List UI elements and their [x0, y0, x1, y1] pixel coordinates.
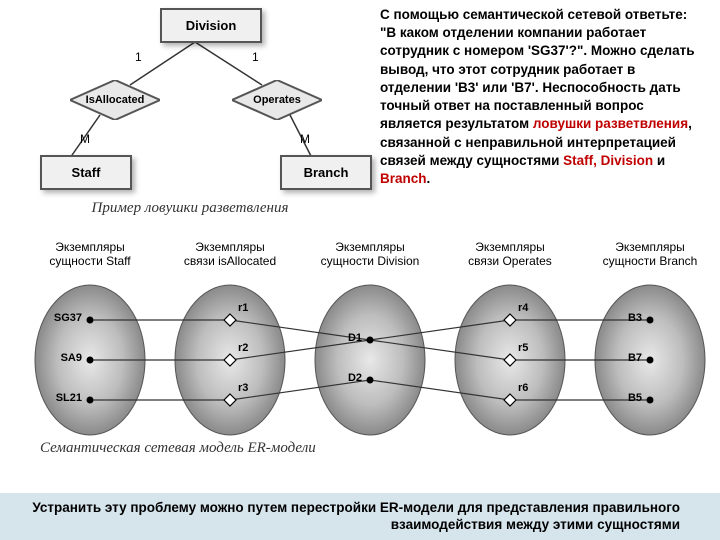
entity-division: Division: [160, 8, 262, 43]
entity-label: Staff: [72, 165, 101, 180]
relation-label: Operates: [253, 94, 301, 106]
er-diagram: Division Staff Branch IsAllocated Operat…: [0, 0, 380, 230]
node-label: D1: [322, 332, 362, 344]
column-header: Экземплярысущности Staff: [30, 240, 150, 269]
node-label: B5: [602, 392, 642, 404]
top-section: Division Staff Branch IsAllocated Operat…: [0, 0, 720, 230]
node-label: r2: [238, 342, 278, 354]
entity-label: Branch: [304, 165, 349, 180]
footer-note: Устранить эту проблему можно путем перес…: [0, 493, 720, 540]
column-header: Экземплярысвязи isAllocated: [170, 240, 290, 269]
node-label: r4: [518, 302, 558, 314]
node-label: B3: [602, 312, 642, 324]
node-label: r6: [518, 382, 558, 394]
column-header: Экземплярысвязи Operates: [450, 240, 570, 269]
node-label: SG37: [42, 312, 82, 324]
cardinality-1: 1: [252, 50, 259, 64]
column-header: Экземплярысущности Branch: [590, 240, 710, 269]
cardinality-m: M: [300, 132, 310, 146]
cardinality-1: 1: [135, 50, 142, 64]
node-label: SA9: [42, 352, 82, 364]
node-label: r3: [238, 382, 278, 394]
relation-isallocated: IsAllocated: [70, 80, 160, 120]
column-header: Экземплярысущности Division: [310, 240, 430, 269]
explanation-text: С помощью семантической сетевой ответьте…: [380, 0, 710, 230]
entity-label: Division: [186, 18, 237, 33]
relation-operates: Operates: [232, 80, 322, 120]
entity-branch: Branch: [280, 155, 372, 190]
node-label: r1: [238, 302, 278, 314]
semnet-caption: Семантическая сетевая модель ER-модели: [40, 440, 316, 457]
er-caption: Пример ловушки разветвления: [0, 200, 380, 217]
node-label: SL21: [42, 392, 82, 404]
cardinality-m: M: [80, 132, 90, 146]
node-label: D2: [322, 372, 362, 384]
entity-staff: Staff: [40, 155, 132, 190]
node-label: r5: [518, 342, 558, 354]
semantic-network: Экземплярысущности Staff Экземплярысвязи …: [0, 230, 720, 460]
node-label: B7: [602, 352, 642, 364]
relation-label: IsAllocated: [86, 94, 145, 106]
